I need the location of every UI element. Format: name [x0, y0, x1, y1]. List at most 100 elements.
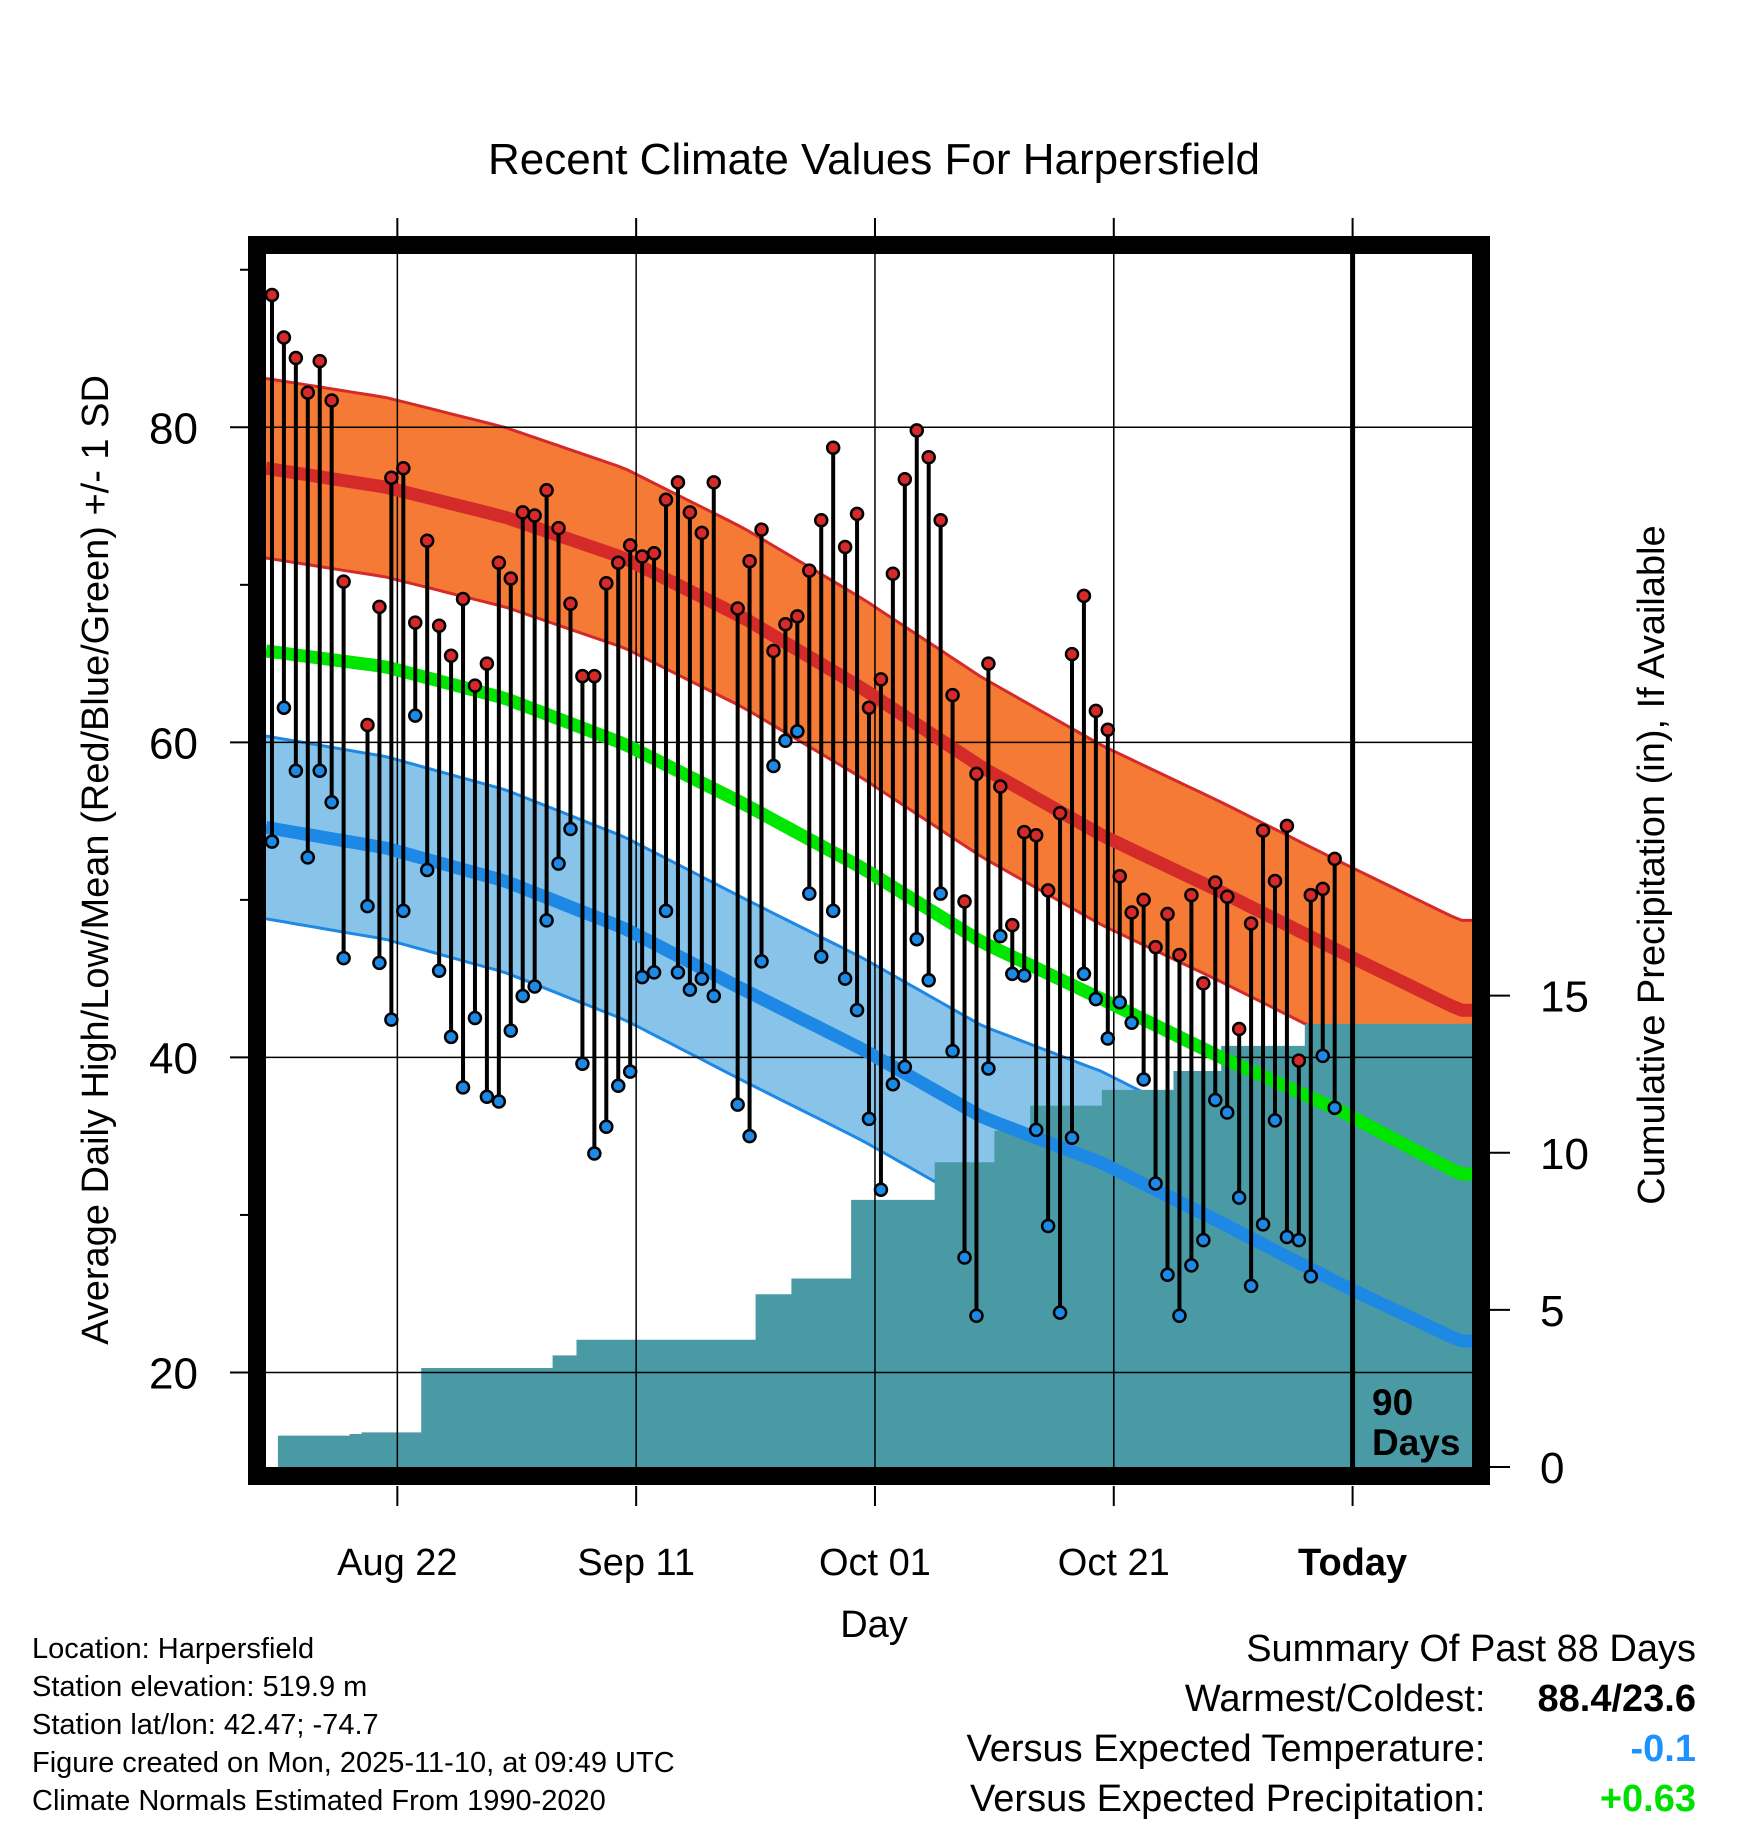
daily-high-point — [479, 656, 495, 671]
daily-low-point — [993, 928, 1008, 944]
daily-low-point — [706, 988, 722, 1004]
temp-label: Versus Expected Temperature: — [966, 1728, 1486, 1770]
daily-low-point — [1112, 995, 1128, 1010]
daily-low-point — [682, 982, 698, 997]
daily-high-point — [909, 423, 925, 438]
daily-high-point — [945, 687, 960, 703]
daily-low-point — [1076, 966, 1092, 982]
latlon-text: Station lat/lon: 42.47; -74.7 — [32, 1709, 379, 1741]
daily-low-point — [1315, 1048, 1330, 1064]
daily-low-point — [634, 969, 650, 985]
daily-low-point — [479, 1089, 495, 1105]
daily-high-point — [276, 330, 292, 345]
daily-low-point — [873, 1182, 889, 1197]
daily-high-point — [1112, 869, 1128, 884]
daily-high-point — [324, 393, 339, 408]
y2-tick-label: 5 — [1540, 1287, 1564, 1336]
daily-high-point — [515, 505, 530, 520]
daily-high-point — [682, 505, 698, 520]
created-text: Figure created on Mon, 2025-11-10, at 09… — [32, 1747, 675, 1779]
location-text: Location: Harpersfield — [32, 1633, 315, 1665]
daily-low-point — [1327, 1100, 1342, 1116]
daily-high-point — [264, 287, 280, 303]
daily-high-point — [742, 553, 757, 569]
daily-high-point — [539, 483, 554, 498]
daily-low-point — [575, 1056, 590, 1071]
y2-tick-label: 15 — [1540, 973, 1589, 1022]
temp-value: -0.1 — [1630, 1728, 1696, 1770]
x-tick-label: Sep 11 — [577, 1542, 695, 1584]
daily-high-point — [1005, 917, 1020, 933]
daily-low-point — [515, 988, 530, 1004]
plot-frame — [248, 236, 1490, 1485]
daily-low-point — [766, 758, 781, 774]
daily-high-point — [790, 609, 805, 624]
daily-high-point — [431, 618, 447, 634]
daily-low-point — [694, 971, 710, 986]
daily-high-point — [1076, 588, 1092, 604]
x-axis: Aug 22 Sep 11 Oct 01 Oct 21 Today — [337, 218, 1407, 1584]
daily-high-point — [1100, 722, 1116, 737]
daily-high-point — [861, 700, 877, 715]
daily-low-point — [443, 1029, 459, 1045]
daily-high-point — [921, 449, 936, 465]
daily-low-point — [419, 862, 435, 878]
daily-high-point — [1184, 887, 1199, 903]
summary-temp: Versus Expected Temperature: -0.1 — [967, 1724, 1696, 1774]
y-axis-label: Average Daily High/Low/Mean (Red/Blue/Gr… — [75, 375, 117, 1345]
daily-low-point — [1040, 1218, 1056, 1234]
daily-high-point — [766, 643, 781, 659]
daily-high-point — [1124, 905, 1139, 920]
y-tick-label: 60 — [149, 719, 198, 768]
daily-low-point — [1100, 1031, 1116, 1046]
daily-high-point — [825, 440, 841, 456]
high-sd-upper-edge — [265, 377, 1472, 922]
daily-high-point — [419, 533, 435, 548]
daily-low-point — [1052, 1305, 1068, 1320]
daily-high-point — [336, 574, 351, 589]
today-label-90: 90 — [1372, 1382, 1413, 1423]
daily-low-point — [360, 898, 375, 914]
daily-high-point — [1028, 828, 1044, 843]
y-tick-label: 20 — [149, 1349, 198, 1398]
daily-low-point — [670, 965, 686, 980]
daily-low-point — [1136, 1072, 1151, 1087]
precip-area — [266, 1023, 1472, 1467]
daily-low-point — [396, 903, 411, 919]
daily-low-point — [778, 733, 793, 749]
daily-high-point — [634, 549, 650, 564]
daily-high-point — [1172, 947, 1187, 963]
daily-high-point — [467, 678, 483, 693]
daily-high-point — [730, 601, 745, 616]
daily-low-point — [969, 1308, 984, 1324]
daily-high-point — [1196, 976, 1211, 991]
daily-low-point — [897, 1059, 913, 1075]
daily-high-point — [646, 546, 662, 561]
summary-panel: Summary Of Past 88 Days Warmest/Coldest:… — [967, 1624, 1696, 1824]
normal-high-line — [264, 461, 1472, 1017]
daily-low-point — [264, 834, 280, 849]
daily-high-point — [1148, 939, 1163, 955]
daily-high-point — [1303, 887, 1319, 903]
daily-low-point — [1028, 1122, 1044, 1138]
daily-low-point — [1172, 1308, 1187, 1324]
daily-low-point — [587, 1146, 602, 1161]
precip-label: Versus Expected Precipitation: — [970, 1778, 1486, 1820]
daily-high-point — [849, 506, 865, 522]
x-tick-label: Oct 01 — [819, 1542, 931, 1584]
daily-high-point — [551, 520, 566, 536]
daily-low-point — [646, 965, 662, 980]
daily-low-point — [384, 1012, 399, 1027]
daily-high-point — [706, 475, 722, 490]
daily-low-point — [312, 763, 327, 778]
daily-low-point — [288, 763, 304, 778]
daily-low-point — [1303, 1269, 1319, 1284]
daily-low-point — [491, 1094, 507, 1109]
daily-high-point — [1279, 818, 1295, 834]
daily-low-point — [1243, 1278, 1259, 1294]
y-axis-right: 0 5 10 15 — [1490, 973, 1589, 1493]
daily-high-point — [981, 656, 996, 671]
daily-high-point — [1267, 873, 1283, 889]
daily-high-point — [694, 525, 710, 541]
daily-low-point — [1208, 1092, 1223, 1108]
